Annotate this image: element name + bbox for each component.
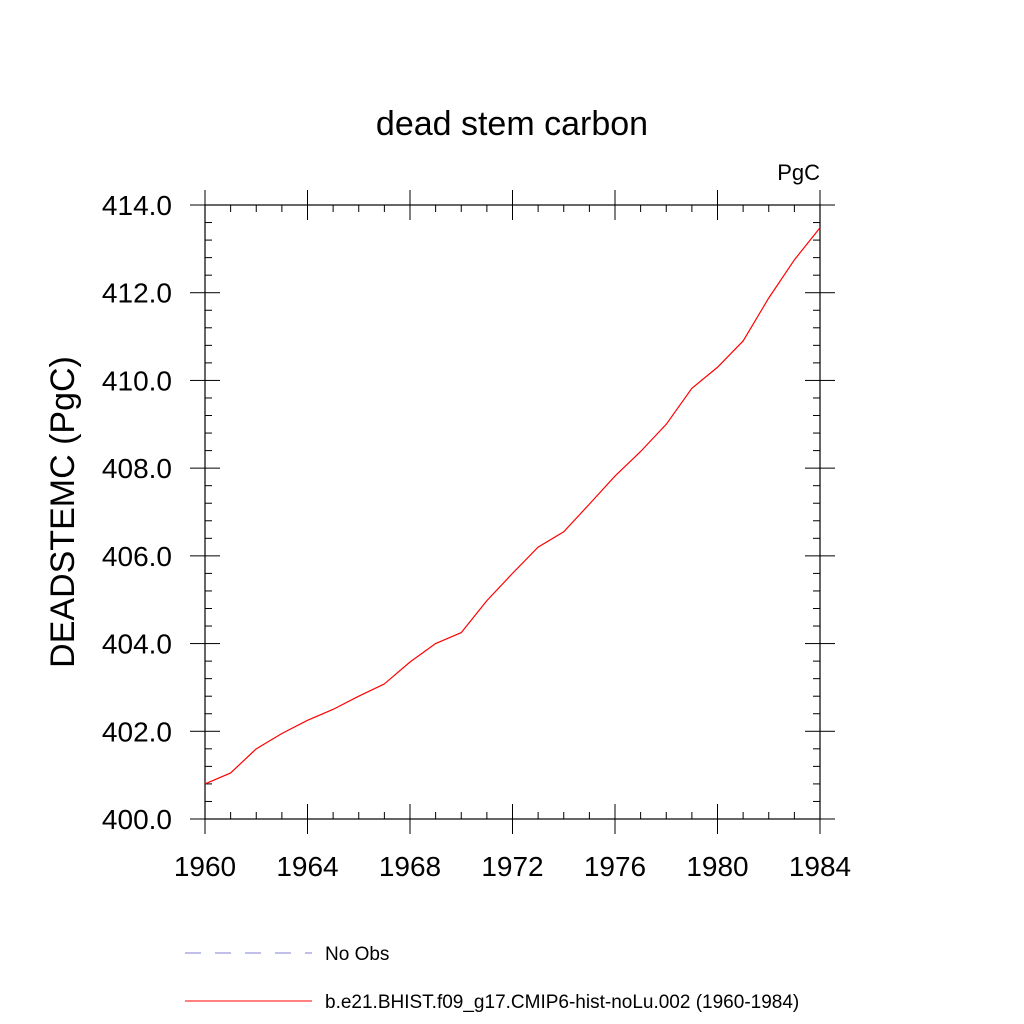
y-tick-label: 410.0: [102, 365, 172, 396]
y-tick-label: 412.0: [102, 278, 172, 309]
chart-title: dead stem carbon: [376, 105, 648, 143]
x-tick-label: 1976: [584, 851, 646, 882]
y-tick-label: 404.0: [102, 629, 172, 660]
units-label: PgC: [777, 160, 820, 185]
x-tick-label: 1964: [276, 851, 338, 882]
x-tick-label: 1960: [174, 851, 236, 882]
legend-label-no-obs: No Obs: [325, 944, 389, 965]
x-tick-label: 1980: [686, 851, 748, 882]
x-tick-label: 1968: [379, 851, 441, 882]
series-line-0: [204, 227, 821, 785]
legend: No Obs b.e21.BHIST.f09_g17.CMIP6-hist-no…: [185, 944, 799, 1013]
axis-ticks: 1960 1964 1968 1972 1976 1980 1984 400.0 402.0 40…: [102, 190, 851, 882]
plot-frame: [204, 204, 821, 820]
legend-label-series: b.e21.BHIST.f09_g17.CMIP6-hist-noLu.002 …: [325, 992, 799, 1013]
y-tick-label: 408.0: [102, 453, 172, 484]
series-layer: [204, 227, 821, 785]
y-axis-label: DEADSTEMC (PgC): [44, 356, 82, 668]
y-tick-label: 402.0: [102, 716, 172, 747]
x-tick-label: 1984: [789, 851, 851, 882]
y-tick-label: 400.0: [102, 804, 172, 835]
y-tick-label: 406.0: [102, 541, 172, 572]
y-tick-label: 414.0: [102, 190, 172, 221]
x-tick-label: 1972: [481, 851, 543, 882]
